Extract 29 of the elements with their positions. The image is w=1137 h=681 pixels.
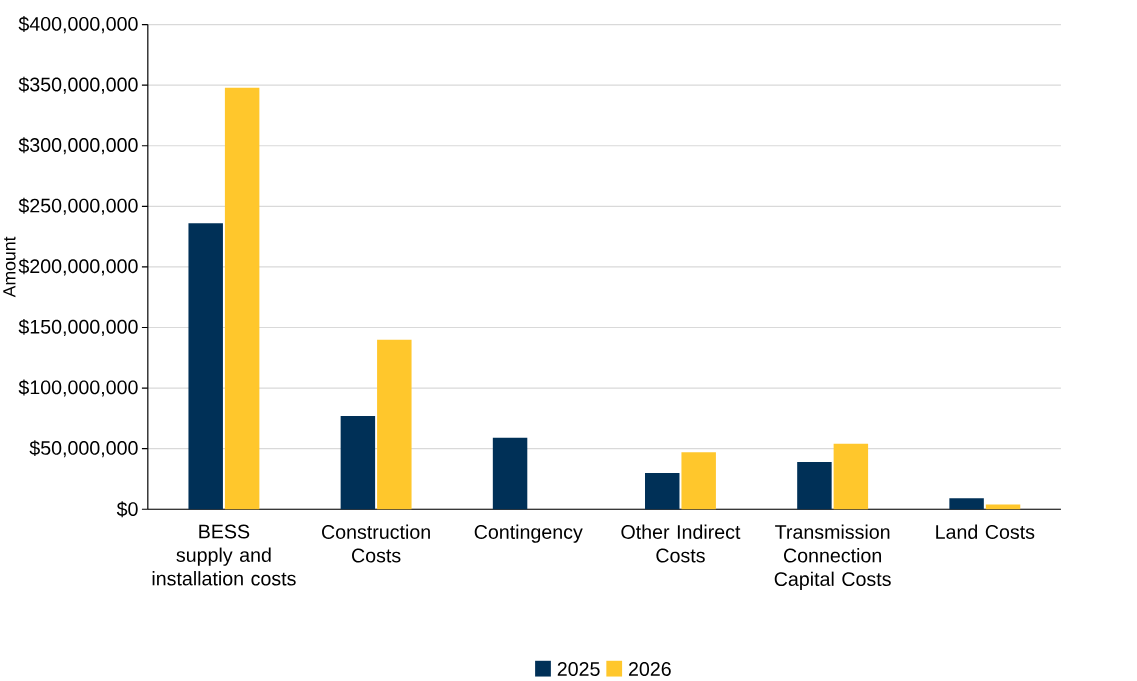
- bar: [797, 461, 832, 510]
- y-tick-label: $100,000,000: [18, 379, 138, 397]
- y-tick-label: $150,000,000: [18, 318, 138, 336]
- y-tick-label: $350,000,000: [18, 76, 138, 94]
- bar: [645, 472, 680, 510]
- bar: [224, 87, 260, 510]
- y-tick-label: $0: [116, 501, 138, 518]
- legend-label: 2026: [628, 661, 671, 676]
- bar: [949, 498, 984, 510]
- x-tick-label: Land Costs: [936, 524, 1035, 539]
- x-tick-label: Construction Costs: [322, 524, 430, 563]
- bar: [492, 437, 528, 510]
- y-tick-label: $200,000,000: [18, 258, 138, 276]
- bar: [833, 443, 869, 510]
- y-tick-label: $400,000,000: [18, 16, 138, 34]
- x-tick-label: Transmission Connection Capital Costs: [774, 524, 891, 590]
- bar: [985, 504, 1021, 510]
- bar: [681, 452, 716, 510]
- y-tick-label: $50,000,000: [29, 440, 138, 458]
- bar: [377, 339, 412, 510]
- x-tick-label: BESS supply and installation costs: [152, 524, 296, 586]
- bar: [188, 223, 223, 510]
- legend-label: 2025: [557, 661, 600, 676]
- y-tick-label: $300,000,000: [18, 137, 138, 155]
- y-tick-label: $250,000,000: [18, 197, 138, 215]
- bar: [340, 415, 376, 510]
- y-axis-title: Amount: [3, 236, 16, 298]
- x-tick-label: Contingency: [474, 524, 583, 543]
- x-tick-label: Other Indirect Costs: [621, 524, 741, 563]
